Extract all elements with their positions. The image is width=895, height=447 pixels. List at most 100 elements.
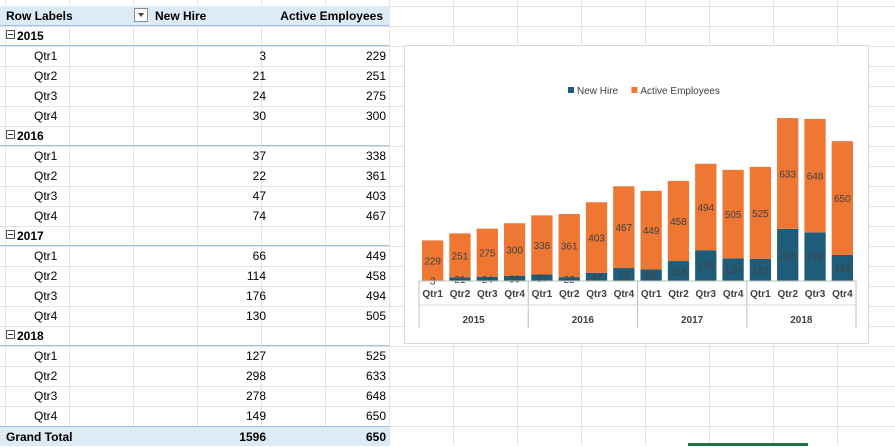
category-tick-label: Qtr1 [422,289,443,300]
quarter-label: Qtr4 [34,209,58,223]
new-hire-data-label: 24 [482,275,494,286]
quarter-row: Qtr1 127 525 [0,346,389,366]
new-hire-bar [831,254,853,281]
active-employees-value: 525 [365,349,386,363]
legend-swatch [631,87,638,93]
active-employees-value: 229 [365,49,386,63]
active-employees-value: 650 [365,409,386,423]
active-employees-data-label: 650 [834,194,851,205]
quarter-row: Qtr1 66 449 [0,246,389,266]
year-label[interactable]: 2017 [6,226,44,246]
active-employees-data-label: 338 [534,241,551,252]
year-row-2017[interactable]: 2017 [0,226,389,246]
active-employees-bar [531,215,553,275]
year-row-2018[interactable]: 2018 [0,326,389,346]
quarter-label: Qtr3 [34,189,58,203]
new-hire-value: 22 [252,169,266,183]
quarter-label: Qtr1 [34,349,58,363]
quarter-label: Qtr3 [34,89,58,103]
active-employees-data-label: 403 [588,234,605,245]
new-hire-data-label: 176 [697,262,714,273]
active-employees-value: 251 [365,69,386,83]
collapse-icon[interactable] [6,130,15,139]
quarter-row: Qtr3 24 275 [0,86,389,106]
new-hire-value: 37 [252,149,266,163]
collapse-icon[interactable] [6,30,15,39]
active-employees-bar [695,163,717,251]
active-employees-value: 449 [365,249,386,263]
active-employees-value: 403 [365,189,386,203]
quarter-row: Qtr2 21 251 [0,66,389,86]
active-employees-bar [640,190,662,270]
new-hire-bar [476,276,498,281]
row-labels-filter-button[interactable] [134,8,148,22]
new-hire-data-label: 127 [752,266,769,277]
active-employees-bar [585,202,608,273]
grand-total-active: 650 [365,430,386,444]
new-hire-bar [695,250,717,281]
new-hire-value: 24 [252,89,266,103]
active-employees-data-label: 458 [670,217,687,228]
new-hire-value: 74 [252,209,266,223]
pivot-body: 2015 Qtr1 3 229 Qtr2 21 251 Qtr3 24 275 Qtr4 30 300 2… [0,26,389,426]
active-employees-bar [777,118,799,229]
quarter-row: Qtr3 278 648 [0,386,389,406]
new-hire-value: 130 [245,309,266,323]
quarter-row: Qtr4 30 300 [0,106,389,126]
category-tick-label: Qtr4 [614,289,635,300]
category-tick-label: Qtr3 [805,289,826,300]
year-row-2016[interactable]: 2016 [0,126,389,146]
active-employees-bar [804,118,826,233]
year-group-label: 2016 [572,315,595,326]
new-hire-value: 21 [252,69,266,83]
active-employees-value: 467 [365,209,386,223]
stacked-column-chart[interactable]: 3 229 Qtr1 21 251 Qtr2 24 275 Qtr3 30 300 Qtr4 37 338… [404,45,869,344]
active-employees-value: 494 [365,289,386,303]
new-hire-bar [449,277,471,281]
year-label[interactable]: 2015 [6,26,44,46]
year-text: 2017 [17,229,44,243]
quarter-label: Qtr1 [34,49,58,63]
new-hire-bar [640,269,662,281]
quarter-row: Qtr2 22 361 [0,166,389,186]
quarter-label: Qtr3 [34,389,58,403]
year-text: 2015 [17,29,44,43]
active-employees-value: 275 [365,89,386,103]
active-employees-value: 505 [365,309,386,323]
year-label[interactable]: 2018 [6,326,44,346]
new-hire-bar [777,228,799,281]
new-hire-value: 149 [245,409,266,423]
quarter-label: Qtr4 [34,409,58,423]
collapse-icon[interactable] [6,230,15,239]
new-hire-bar [749,258,772,281]
quarter-label: Qtr2 [34,169,58,183]
category-tick-label: Qtr2 [450,289,471,300]
new-hire-data-label: 37 [536,274,548,285]
year-row-2015[interactable]: 2015 [0,26,389,46]
active-employees-bar [503,223,526,276]
quarter-row: Qtr3 47 403 [0,186,389,206]
active-employees-bar [749,166,772,259]
active-employees-data-label: 275 [479,249,496,260]
year-text: 2018 [17,329,44,343]
category-tick-label: Qtr2 [668,289,689,300]
active-employees-bar [449,233,471,278]
new-hire-bar [667,261,690,281]
new-hire-value: 3 [259,49,266,63]
active-employees-value: 458 [365,269,386,283]
quarter-label: Qtr3 [34,289,58,303]
active-employees-value: 648 [365,389,386,403]
new-hire-data-label: 47 [591,273,603,284]
year-group-label: 2018 [790,315,813,326]
category-tick-label: Qtr1 [532,289,553,300]
new-hire-bar [613,268,635,281]
new-hire-data-label: 74 [618,271,630,282]
collapse-icon[interactable] [6,330,15,339]
active-employees-data-label: 300 [506,246,523,257]
legend-entry: New Hire [577,86,619,97]
year-label[interactable]: 2016 [6,126,44,146]
quarter-label: Qtr2 [34,69,58,83]
pivot-table[interactable]: Row Labels New Hire Active Employees 201… [0,6,389,446]
new-hire-bar [558,277,580,281]
quarter-row: Qtr3 176 494 [0,286,389,306]
